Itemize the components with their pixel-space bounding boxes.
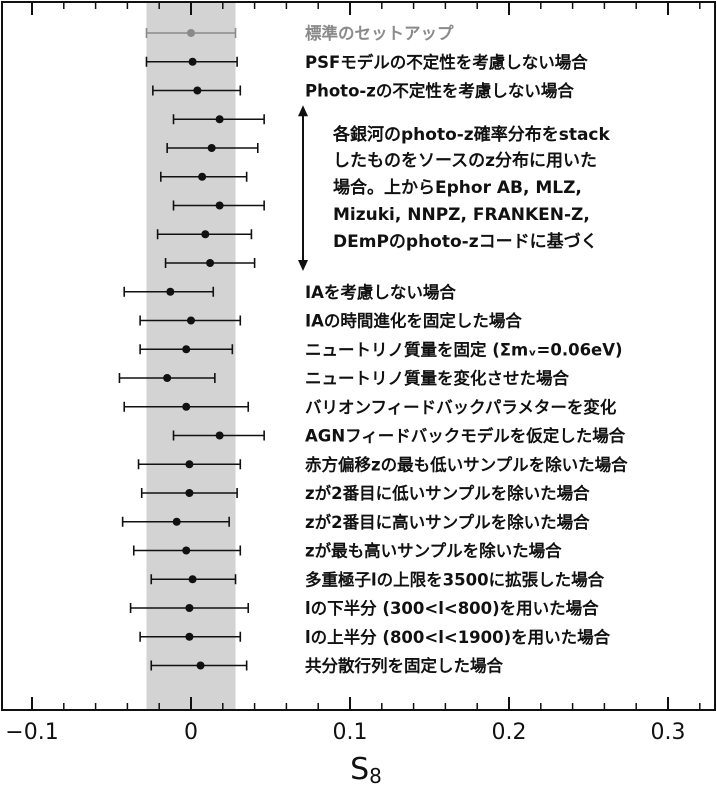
data-point: [201, 230, 210, 239]
annotation-arrow-head-bottom: [298, 260, 308, 271]
data-point: [187, 316, 195, 325]
row-label: lの上半分 (800<l<1900)を用いた場合: [305, 627, 611, 647]
data-point: [206, 259, 215, 267]
data-point: [185, 604, 194, 612]
annotation-line: したものをソースのz分布に用いた: [333, 150, 597, 171]
x-tick-label: 0: [184, 720, 198, 745]
data-point: [163, 374, 172, 382]
row-label: 多重極子lの上限を3500に拡張した場合: [305, 569, 605, 589]
row-label: バリオンフィードバックパラメターを変化: [305, 397, 617, 417]
data-rows: 標準のセットアップ PSFモデルの不定性を考慮しない場合 Photo-zの不定性を考…: [118, 23, 628, 676]
data-point: [188, 57, 197, 66]
row-label: 赤方偏移zの最も低いサンプルを除いた場合: [305, 454, 628, 474]
row-label: ニュートリノ質量を変化させた場合: [305, 368, 570, 388]
plot-frame: [1, 1, 716, 711]
data-point: [196, 661, 205, 670]
data-point: [215, 431, 224, 440]
row-label: 標準のセットアップ: [305, 23, 454, 43]
x-axis: −0.1 0 0.1 0.2 0.3: [5, 3, 701, 745]
row-label: IAを考慮しない場合: [305, 282, 456, 302]
row-label: zが最も高いサンプルを除いた場合: [305, 541, 562, 561]
x-tick-label: 0.3: [651, 720, 686, 745]
data-point: [185, 632, 194, 641]
x-tick-label: −0.1: [5, 720, 58, 745]
annotation: 各銀河のphoto-z確率分布をstack したものをソースのz分布に用いた 場…: [298, 105, 611, 271]
data-point: [188, 575, 197, 584]
row-label: 共分散行列を固定した場合: [305, 656, 504, 676]
annotation-line: 各銀河のphoto-z確率分布をstack: [332, 124, 611, 145]
data-point: [182, 546, 191, 555]
annotation-line: Mizuki, NNPZ, FRANKEN-Z,: [333, 205, 590, 225]
row-label: PSFモデルの不定性を考慮しない場合: [305, 52, 588, 72]
x-axis-label-subscript: 8: [369, 764, 382, 785]
data-point: [187, 29, 195, 37]
data-point: [215, 201, 224, 210]
data-point: [182, 402, 191, 411]
row-label: lの下半分 (300<l<800)を用いた場合: [305, 598, 599, 618]
data-point: [185, 489, 194, 497]
x-axis-label: S8: [350, 752, 382, 785]
annotation-line: 場合。上からEphor AB, MLZ,: [333, 177, 582, 198]
row-label: AGNフィードバックモデルを仮定した場合: [305, 426, 626, 446]
row-label: Photo-zの不定性を考慮しない場合: [305, 81, 574, 101]
data-point: [193, 86, 202, 95]
row-label: IAの時間進化を固定した場合: [305, 311, 522, 331]
x-tick-label: 0.2: [492, 720, 527, 745]
data-point: [185, 460, 194, 469]
data-point: [182, 345, 191, 354]
annotation-line: DEmPのphoto-zコードに基づく: [333, 231, 598, 252]
x-axis-label-main: S: [350, 752, 369, 785]
data-point: [198, 172, 207, 181]
row-label: ニュートリノ質量を固定 (Σmᵥ=0.06eV): [305, 339, 623, 359]
row-label: zが2番目に高いサンプルを除いた場合: [305, 512, 590, 532]
data-point: [215, 115, 224, 124]
annotation-arrow-head-top: [298, 105, 308, 117]
reference-band: [146, 3, 236, 709]
data-point: [166, 287, 175, 296]
row-label: zが2番目に低いサンプルを除いた場合: [305, 483, 590, 503]
data-point: [207, 144, 216, 152]
x-tick-label: 0.1: [333, 720, 368, 745]
data-point: [172, 517, 181, 526]
